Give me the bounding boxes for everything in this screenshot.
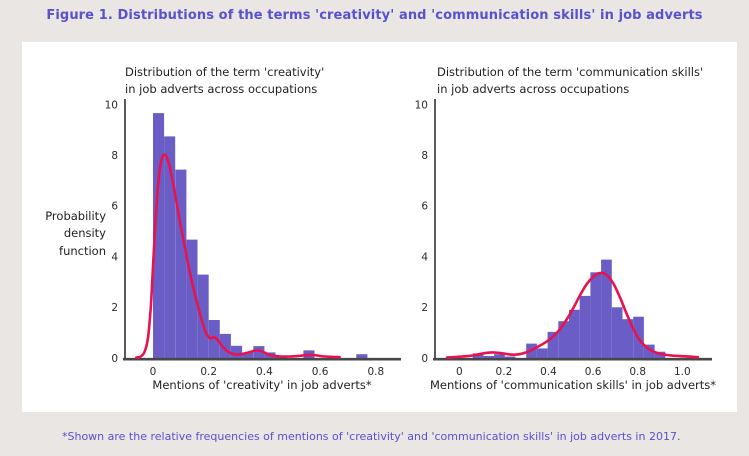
- creativity-histogram-chart: 0 2 4 6 8 10 0 0.2 0.4 0.6 0.8: [105, 99, 401, 378]
- y-tick-label: 4: [111, 251, 118, 263]
- histogram-bar: [231, 345, 243, 358]
- figure-panel: Distribution of the term 'creativity' in…: [22, 42, 737, 412]
- x-tick-label: 0.2: [496, 366, 513, 378]
- histogram-bar: [253, 346, 265, 358]
- x-tick-label: 0: [456, 366, 463, 378]
- y-tick-label: 8: [421, 150, 428, 162]
- histogram-bar: [547, 331, 559, 358]
- histogram-bar: [569, 309, 580, 358]
- communication-skills-histogram-chart: 0 2 4 6 8 10 0 0.2 0.4 0.6 0.8 1.0: [415, 99, 712, 378]
- histogram-bar: [483, 356, 495, 358]
- figure-title: Figure 1. Distributions of the terms 'cr…: [46, 8, 703, 23]
- y-tick-label: 6: [111, 201, 118, 213]
- histogram-bar: [164, 136, 176, 358]
- histogram-bar: [643, 344, 655, 358]
- y-tick-label: 8: [111, 150, 118, 162]
- histogram-bar: [622, 319, 634, 358]
- x-tick-label: 0.6: [312, 366, 329, 378]
- y-tick-label: 10: [415, 99, 428, 111]
- x-tick-label: 0.4: [540, 366, 557, 378]
- y-axis-label: Probability density function: [45, 209, 106, 258]
- y-tick-label: 6: [421, 201, 428, 213]
- y-tick-label: 4: [421, 251, 428, 263]
- creativity-x-axis-label: Mentions of 'creativity' in job adverts*: [152, 378, 372, 392]
- histogram-bar: [356, 354, 368, 358]
- histogram-bar: [611, 307, 623, 358]
- histogram-bar: [590, 272, 602, 358]
- x-tick-label: 0.8: [629, 366, 646, 378]
- histogram-bar: [536, 348, 548, 358]
- histogram-bar: [579, 295, 591, 358]
- y-tick-label: 0: [421, 353, 428, 365]
- histogram-bar: [186, 239, 198, 358]
- x-tick-label: 0: [150, 366, 157, 378]
- histogram-bar: [197, 274, 209, 358]
- creativity-chart-title: Distribution of the term 'creativity' in…: [125, 65, 325, 96]
- histogram-bar: [208, 320, 220, 358]
- communication-skills-chart-title: Distribution of the term 'communication …: [437, 65, 704, 96]
- x-tick-label: 0.6: [585, 366, 602, 378]
- communication-skills-x-axis-label: Mentions of 'communication skills' in jo…: [429, 378, 717, 392]
- y-tick-label: 0: [111, 353, 118, 365]
- histogram-bar: [504, 356, 516, 358]
- x-tick-label: 1.0: [674, 366, 691, 378]
- kde-curve: [445, 271, 700, 359]
- histogram-bar: [175, 169, 187, 358]
- histogram-bar: [558, 321, 569, 358]
- histogram-bar: [601, 259, 612, 358]
- x-tick-label: 0.2: [200, 366, 217, 378]
- figure-footnote: *Shown are the relative frequencies of m…: [62, 430, 681, 443]
- kde-curve: [135, 153, 341, 359]
- histogram-bar: [494, 354, 505, 358]
- y-tick-label: 10: [105, 99, 118, 111]
- y-tick-label: 2: [421, 302, 428, 314]
- histogram-bar: [242, 352, 254, 358]
- histogram-bar: [153, 113, 165, 358]
- histogram-bar: [219, 333, 231, 358]
- y-tick-label: 2: [111, 302, 118, 314]
- x-tick-label: 0.4: [256, 366, 273, 378]
- x-tick-label: 0.8: [367, 366, 384, 378]
